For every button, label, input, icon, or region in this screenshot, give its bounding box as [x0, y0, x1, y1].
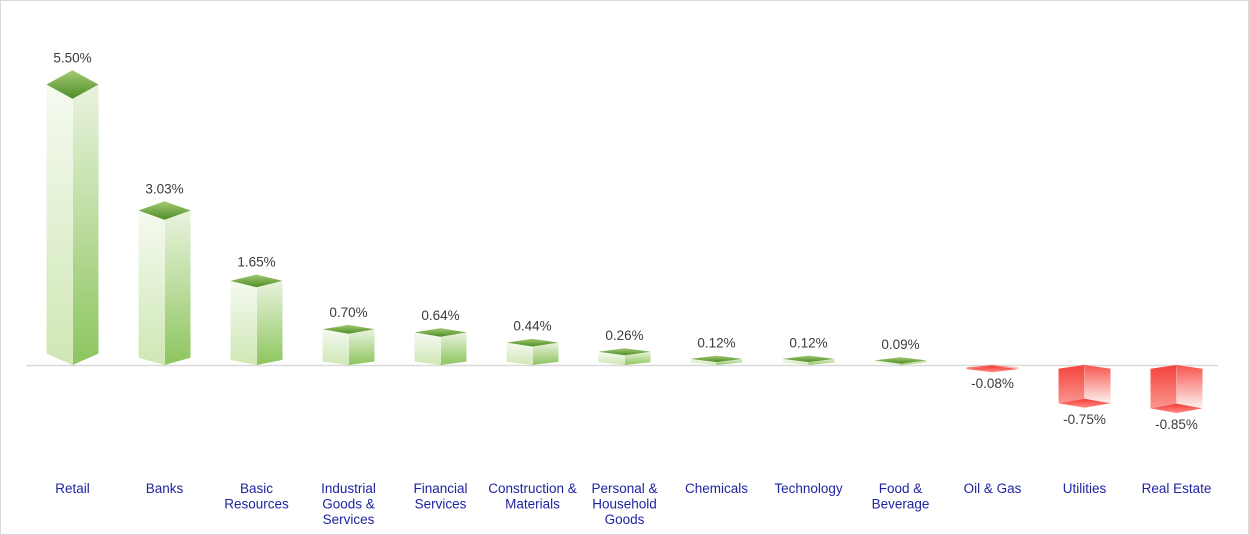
- bar-personal-household-goods[interactable]: 0.26%: [598, 328, 651, 365]
- bar-left-face: [46, 84, 73, 365]
- value-label-utilities: -0.75%: [1063, 412, 1106, 427]
- bar-technology[interactable]: 0.12%: [782, 336, 835, 365]
- bar-chemicals[interactable]: 0.12%: [690, 336, 743, 365]
- bar-right-face: [440, 332, 467, 365]
- bar-top-face: [690, 355, 743, 363]
- bar-left-face: [230, 280, 257, 365]
- bar-top-face: [874, 357, 927, 364]
- value-label-industrial-goods-services: 0.70%: [329, 305, 367, 320]
- bar-left-face: [874, 360, 901, 365]
- value-label-personal-household-goods: 0.26%: [605, 328, 643, 343]
- category-label-financial-services: Financial Services: [413, 481, 467, 512]
- bar-top-face: [414, 328, 467, 337]
- category-label-utilities: Utilities: [1063, 481, 1107, 496]
- bar-left-face: [690, 358, 717, 365]
- bar-industrial-goods-services[interactable]: 0.70%: [322, 305, 375, 365]
- bar-top-face: [782, 355, 835, 363]
- bar-oil-gas[interactable]: -0.08%: [966, 365, 1019, 391]
- category-label-industrial-goods-services: Industrial Goods & Services: [321, 481, 376, 527]
- value-label-oil-gas: -0.08%: [971, 376, 1014, 391]
- bar-right-face: [72, 84, 99, 365]
- bar-right-face: [532, 342, 559, 365]
- category-label-chemicals: Chemicals: [685, 481, 748, 496]
- category-label-oil-gas: Oil & Gas: [964, 481, 1022, 496]
- bar-left-face: [1150, 365, 1177, 409]
- value-label-financial-services: 0.64%: [421, 308, 459, 323]
- bar-left-face: [322, 329, 349, 365]
- bar-bottom-face: [1058, 398, 1111, 408]
- bar-right-face: [624, 351, 651, 365]
- bar-financial-services[interactable]: 0.64%: [414, 308, 467, 365]
- bar-top-face: [46, 70, 99, 99]
- bar-bottom-face: [1150, 403, 1203, 414]
- value-label-chemicals: 0.12%: [697, 336, 735, 351]
- bar-right-face: [900, 360, 927, 365]
- bar-construction-materials[interactable]: 0.44%: [506, 319, 559, 365]
- value-label-retail: 5.50%: [53, 50, 91, 65]
- value-label-construction-materials: 0.44%: [513, 319, 551, 334]
- bar-food-beverage[interactable]: 0.09%: [874, 337, 927, 365]
- bar-real-estate[interactable]: -0.85%: [1150, 365, 1203, 432]
- value-label-technology: 0.12%: [789, 336, 827, 351]
- category-label-personal-household-goods: Personal & Household Goods: [591, 481, 657, 527]
- category-label-basic-resources: Basic Resources: [224, 481, 289, 512]
- category-label-retail: Retail: [55, 481, 90, 496]
- value-label-food-beverage: 0.09%: [881, 337, 919, 352]
- bar-left-face: [598, 351, 625, 365]
- bar-top-face: [230, 274, 283, 288]
- bar-top-face: [598, 348, 651, 356]
- value-label-banks: 3.03%: [145, 181, 183, 196]
- bar-top-face: [138, 201, 191, 220]
- bar-right-face: [992, 365, 1019, 370]
- category-label-technology: Technology: [774, 481, 843, 496]
- bar-right-face: [164, 210, 191, 365]
- bar-retail[interactable]: 5.50%: [46, 50, 99, 365]
- bar-right-face: [716, 358, 743, 365]
- bar-left-face: [506, 342, 533, 365]
- bar-basic-resources[interactable]: 1.65%: [230, 254, 283, 365]
- bar-utilities[interactable]: -0.75%: [1058, 365, 1111, 427]
- category-label-banks: Banks: [146, 481, 184, 496]
- bar-left-face: [782, 358, 809, 365]
- bar-right-face: [256, 280, 283, 365]
- bar-left-face: [414, 332, 441, 365]
- category-label-construction-materials: Construction & Materials: [488, 481, 577, 512]
- bar-right-face: [808, 358, 835, 365]
- value-label-real-estate: -0.85%: [1155, 417, 1198, 432]
- category-label-real-estate: Real Estate: [1142, 481, 1212, 496]
- value-label-basic-resources: 1.65%: [237, 254, 275, 269]
- bar-right-face: [1176, 365, 1203, 409]
- bar-right-face: [1084, 365, 1111, 404]
- bar-top-face: [322, 324, 375, 334]
- bar-left-face: [138, 210, 165, 365]
- bar-top-face: [506, 338, 559, 347]
- category-label-food-beverage: Food & Beverage: [872, 481, 930, 512]
- bar-left-face: [966, 365, 993, 370]
- bar-bottom-face: [966, 365, 1019, 373]
- bar-right-face: [348, 329, 375, 365]
- bar-banks[interactable]: 3.03%: [138, 181, 191, 365]
- bar-left-face: [1058, 365, 1085, 404]
